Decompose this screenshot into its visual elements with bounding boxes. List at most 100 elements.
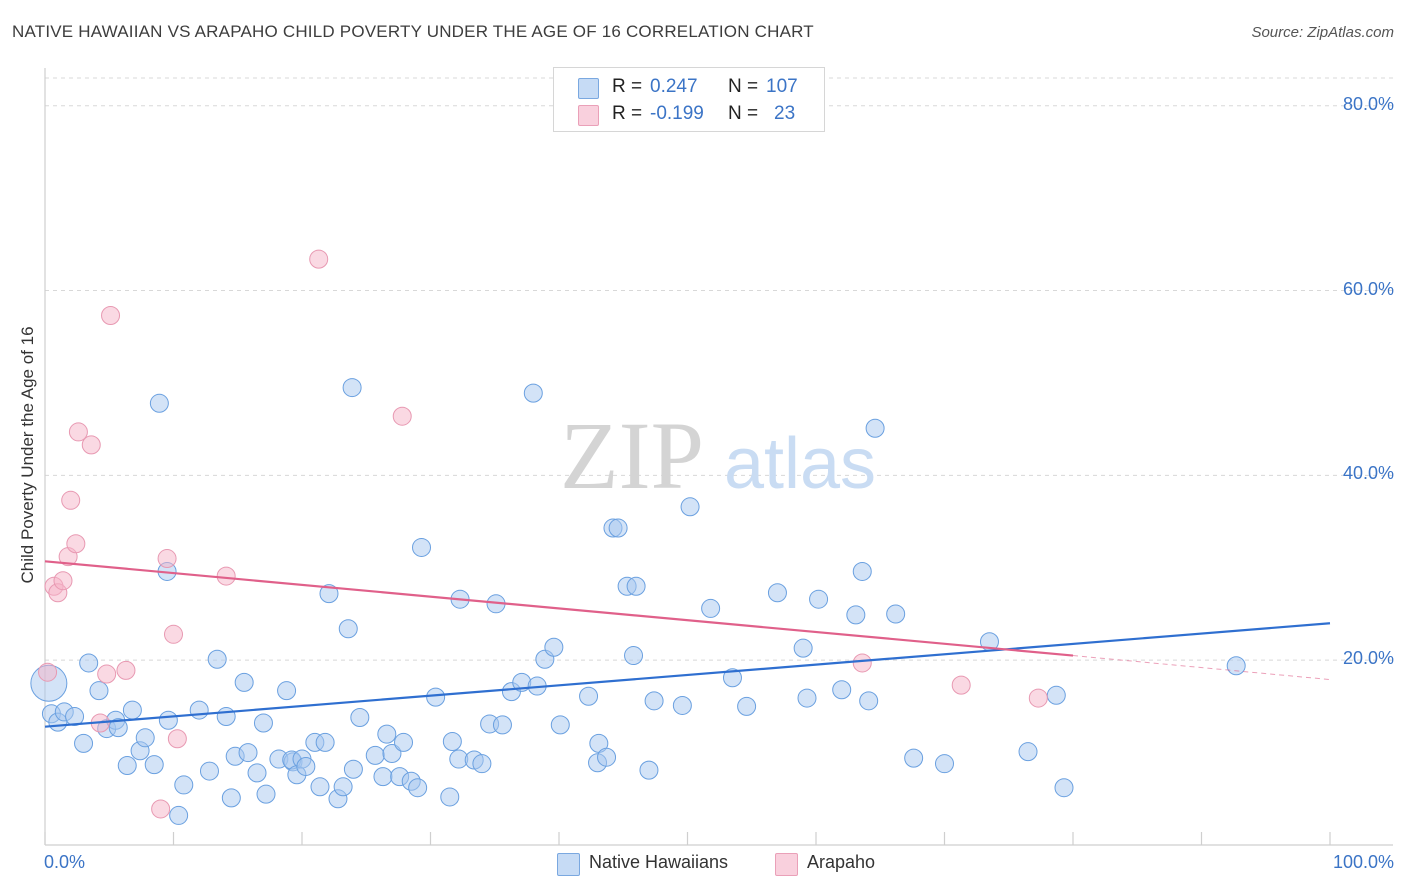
arapaho-point [157, 549, 177, 569]
y-tick-label: 60.0% [1342, 278, 1394, 299]
native-hawaiian-point [377, 724, 397, 744]
arapaho-point [167, 729, 187, 749]
native-hawaiian-point [793, 638, 813, 658]
n-value: 107 [766, 76, 798, 97]
native-hawaiian-point [767, 583, 787, 603]
native-hawaiian-point [492, 715, 512, 735]
arapaho-point [101, 305, 121, 325]
chart-title: NATIVE HAWAIIAN VS ARAPAHO CHILD POVERTY… [12, 22, 814, 41]
native-hawaiian-point [737, 696, 757, 716]
native-hawaiian-point [319, 584, 339, 604]
native-hawaiian-point [440, 787, 460, 807]
arapaho-point [309, 249, 329, 269]
correlation-legend: R = 0.247 N = 107 R = -0.199 N = 23 [553, 67, 825, 132]
native-hawaiian-point [935, 754, 954, 774]
trend-lines [44, 560, 1331, 728]
native-hawaiian-point [394, 732, 414, 752]
native-hawaiian-point [189, 700, 209, 720]
native-hawaiian-point [382, 744, 402, 764]
legend-swatch-blue [578, 78, 599, 99]
native-hawaiian-point [234, 672, 254, 692]
native-hawaiian-point [852, 561, 872, 581]
watermark: ZIP atlas [560, 402, 876, 509]
data-points [30, 249, 1246, 825]
native-hawaiian-point [296, 756, 316, 776]
arapaho-trend-extension [1072, 655, 1331, 681]
native-hawaiian-point [408, 778, 428, 798]
native-hawaiian-point [886, 604, 906, 624]
native-hawaiian-point [350, 707, 370, 727]
y-tick-label: 80.0% [1342, 93, 1394, 114]
native-hawaiian-point [79, 653, 99, 673]
arapaho-point [66, 534, 86, 554]
native-hawaiian-point [238, 743, 258, 763]
native-hawaiian-point [550, 715, 570, 735]
native-hawaiian-point [315, 732, 335, 752]
native-hawaiian-point [65, 707, 85, 727]
r-label: R = [612, 103, 643, 124]
n-label: N = [728, 76, 759, 97]
native-hawaiian-point [1018, 742, 1038, 762]
arapaho-point [61, 490, 81, 510]
watermark-atlas: atlas [724, 424, 876, 504]
native-hawaiian-point [472, 754, 492, 774]
native-hawaiian-point [1046, 685, 1066, 705]
native-hawaiian-trend [44, 622, 1331, 728]
native-hawaiian-point [904, 748, 924, 768]
native-hawaiian-point [158, 710, 178, 730]
native-hawaiian-point [544, 637, 564, 657]
native-hawaiian-point [1054, 778, 1074, 798]
native-hawaiian-point [122, 700, 142, 720]
y-tick-label: 40.0% [1342, 463, 1394, 484]
native-hawaiian-point [74, 733, 94, 753]
native-hawaiian-point [680, 497, 700, 517]
native-hawaiian-point [247, 763, 267, 783]
native-hawaiian-point [523, 383, 543, 403]
native-hawaiian-point [117, 756, 137, 776]
r-value: 0.247 [650, 76, 698, 97]
arapaho-point [81, 435, 101, 455]
native-hawaiian-point [89, 681, 109, 701]
native-hawaiian-point [256, 784, 276, 804]
arapaho-point [216, 566, 236, 586]
watermark-zip: ZIP [560, 402, 704, 509]
native-hawaiian-point [221, 788, 241, 808]
native-hawaiian-point [333, 777, 353, 797]
native-hawaiian-point [343, 759, 363, 779]
arapaho-point [116, 660, 136, 680]
native-hawaiian-point [310, 777, 330, 797]
arapaho-point [97, 664, 117, 684]
native-hawaiian-point [644, 691, 664, 711]
native-hawaiian-point [135, 728, 155, 748]
r-value: -0.199 [650, 103, 704, 124]
legend-swatch-blue [557, 853, 580, 876]
arapaho-point [951, 675, 971, 695]
arapaho-point [852, 653, 872, 673]
native-hawaiian-point [108, 718, 128, 738]
y-tick-label: 20.0% [1342, 648, 1394, 669]
arapaho-point [1028, 688, 1048, 708]
native-hawaiian-point [169, 805, 189, 825]
native-hawaiian-point [412, 537, 432, 557]
arapaho-point [38, 662, 58, 682]
native-hawaiian-point [832, 680, 852, 700]
native-hawaiian-point [373, 767, 393, 787]
arapaho-point [392, 406, 412, 426]
x-tick-label-min: 0.0% [44, 852, 86, 872]
arapaho-point [164, 624, 183, 644]
arapaho-trend [44, 560, 1074, 657]
native-hawaiian-point [253, 713, 273, 733]
native-hawaiian-point [1226, 656, 1246, 676]
native-hawaiian-point [626, 576, 646, 596]
native-hawaiian-point [149, 393, 169, 413]
legend-label: Native Hawaiians [589, 852, 729, 872]
native-hawaiian-point [722, 668, 742, 688]
native-hawaiian-point [342, 378, 362, 398]
native-hawaiian-point [207, 649, 227, 669]
n-label: N = [728, 103, 759, 124]
native-hawaiian-point [579, 686, 599, 706]
native-hawaiian-point [865, 418, 885, 438]
arapaho-point [53, 571, 73, 591]
arapaho-point [68, 422, 88, 442]
